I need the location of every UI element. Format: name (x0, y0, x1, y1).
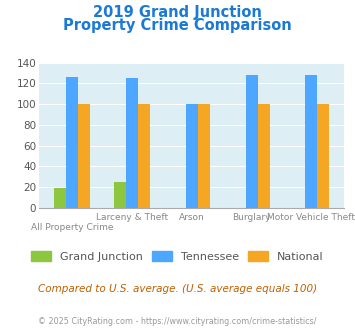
Bar (317, 104, 329, 208)
Text: All Property Crime: All Property Crime (31, 223, 113, 232)
Bar (198, 104, 210, 208)
Bar (186, 104, 198, 208)
Text: Arson: Arson (179, 213, 204, 222)
Text: © 2025 CityRating.com - https://www.cityrating.com/crime-statistics/: © 2025 CityRating.com - https://www.city… (38, 317, 317, 326)
Text: Property Crime Comparison: Property Crime Comparison (63, 18, 292, 33)
Bar (78, 104, 90, 208)
Bar (305, 75, 317, 208)
Bar (66, 77, 78, 208)
Bar (138, 104, 150, 208)
Bar (126, 78, 138, 208)
Bar (114, 182, 126, 208)
Bar (257, 104, 269, 208)
Text: Burglary: Burglary (232, 213, 271, 222)
Bar (54, 188, 66, 208)
Legend: Grand Junction, Tennessee, National: Grand Junction, Tennessee, National (27, 247, 328, 266)
Bar (246, 75, 257, 208)
Text: Compared to U.S. average. (U.S. average equals 100): Compared to U.S. average. (U.S. average … (38, 284, 317, 294)
Text: Larceny & Theft: Larceny & Theft (96, 213, 168, 222)
Text: 2019 Grand Junction: 2019 Grand Junction (93, 5, 262, 20)
Text: Motor Vehicle Theft: Motor Vehicle Theft (267, 213, 355, 222)
